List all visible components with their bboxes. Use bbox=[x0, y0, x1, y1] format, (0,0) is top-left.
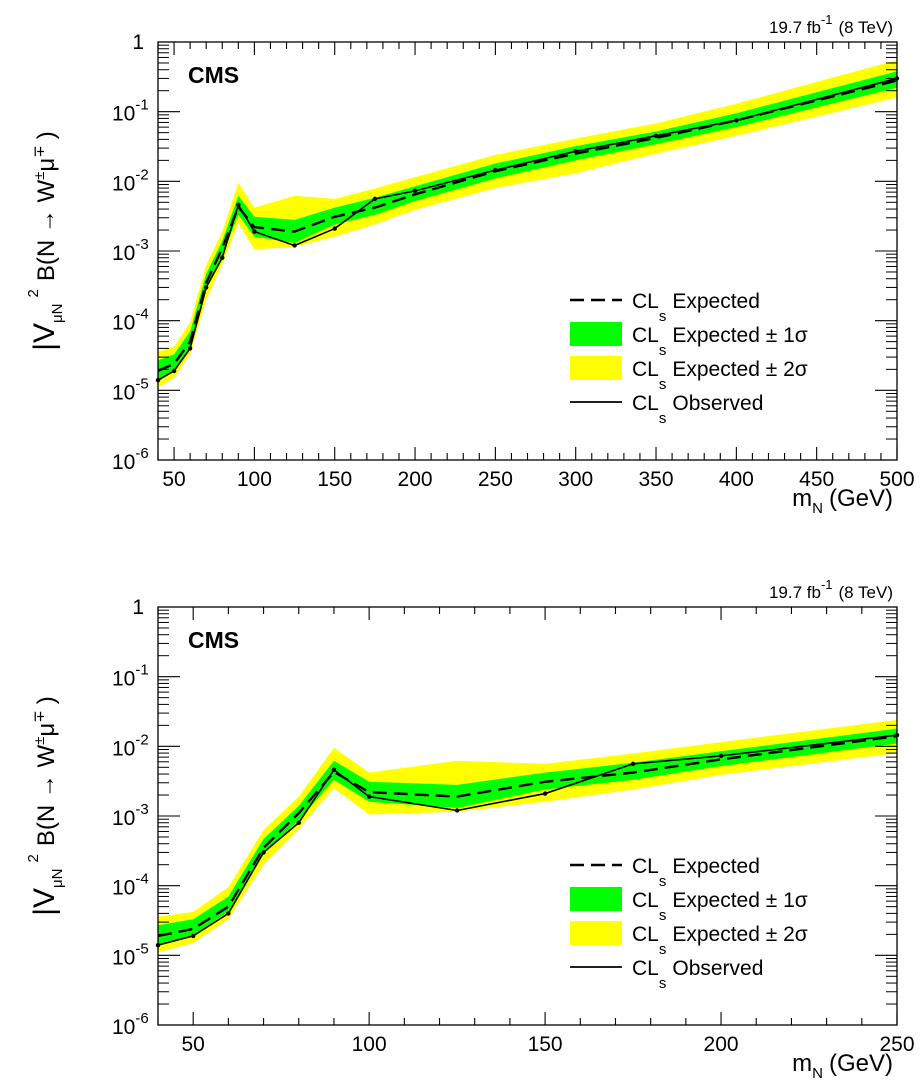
observed-point bbox=[236, 202, 241, 208]
observed-point bbox=[542, 791, 548, 796]
experiment-label: CMS bbox=[188, 62, 239, 88]
legend-label: CLsExpected ± 2σ bbox=[632, 923, 808, 958]
x-tick-label: 300 bbox=[558, 468, 593, 491]
legend-entry-expected: CLsExpected bbox=[570, 290, 760, 325]
x-tick-label: 350 bbox=[638, 468, 673, 491]
observed-point bbox=[366, 794, 372, 799]
band-1sigma bbox=[158, 728, 897, 946]
observed-point bbox=[292, 243, 297, 248]
y-tick-label: 10-2 bbox=[112, 166, 149, 195]
x-tick-label: 250 bbox=[478, 468, 513, 491]
observed-point bbox=[252, 229, 257, 234]
observed-line bbox=[157, 77, 898, 381]
observed-point bbox=[332, 226, 337, 231]
observed-point bbox=[653, 133, 659, 139]
observed-point bbox=[187, 346, 193, 351]
legend-swatch-band1 bbox=[570, 887, 622, 911]
legend-label: CLsExpected ± 2σ bbox=[632, 358, 808, 393]
x-axis-title: mN (GeV) bbox=[792, 485, 893, 517]
legend-swatch-band2 bbox=[570, 356, 622, 380]
expected-line bbox=[157, 734, 898, 938]
x-tick-label: 500 bbox=[879, 468, 914, 491]
x-axis-title: mN (GeV) bbox=[792, 1050, 893, 1082]
legend-label: CLsObserved bbox=[632, 957, 763, 992]
observed-point bbox=[372, 196, 378, 202]
chart-panel-2: 50 100 150 200 250 1 10-1 10-2 10-3 10-4 10-5 10-6 1… bbox=[25, 577, 915, 1082]
x-tick-label: 150 bbox=[317, 468, 352, 491]
observed-point bbox=[573, 149, 578, 154]
legend-entry-band1: CLsExpected ± 1σ bbox=[570, 887, 808, 924]
legend-entry-observed: CLsObserved bbox=[570, 392, 763, 427]
legend-swatch-band2 bbox=[570, 921, 622, 945]
y-axis-title: |VμN2B(N → W±μ∓) bbox=[25, 131, 66, 351]
lumi-label: 19.7 fb-1 (8 TeV) bbox=[769, 12, 893, 37]
plot-frame bbox=[157, 606, 898, 1026]
observed-point bbox=[718, 753, 724, 759]
observed-point bbox=[454, 808, 460, 813]
observed-point bbox=[226, 911, 231, 916]
y-tick-label: 10-1 bbox=[112, 97, 149, 126]
observed-point bbox=[734, 118, 739, 123]
legend-entry-band2: CLsExpected ± 2σ bbox=[570, 356, 808, 393]
x-tick-label: 400 bbox=[719, 468, 754, 491]
chart-panel-1: 50 100 150 200 250 300 350 400 450 500 1 10-1 10-2 10… bbox=[25, 12, 915, 517]
x-tick-label: 50 bbox=[162, 468, 185, 491]
observed-point bbox=[190, 933, 196, 939]
band-1sigma bbox=[158, 71, 897, 381]
y-tick-label: 10-3 bbox=[112, 236, 149, 265]
lumi-label: 19.7 fb-1 (8 TeV) bbox=[769, 577, 893, 602]
observed-point bbox=[171, 368, 177, 374]
observed-point bbox=[220, 255, 225, 260]
observed-point bbox=[331, 767, 337, 773]
y-tick-label: 10-4 bbox=[112, 871, 149, 900]
legend-entry-expected: CLsExpected bbox=[570, 855, 760, 890]
observed-point bbox=[261, 850, 266, 855]
legend-label: CLsObserved bbox=[632, 392, 763, 427]
y-tick-label: 10-5 bbox=[112, 940, 149, 969]
y-tick-label: 1 bbox=[132, 596, 144, 619]
x-tick-label: 150 bbox=[528, 1033, 563, 1056]
y-axis-title: |VμN2B(N → W±μ∓) bbox=[25, 696, 66, 916]
y-tick-label: 10-6 bbox=[112, 1010, 149, 1039]
y-tick-label: 10-4 bbox=[112, 306, 149, 335]
y-tick-label: 10-2 bbox=[112, 731, 149, 760]
observed-point bbox=[412, 188, 418, 194]
x-tick-label: 250 bbox=[879, 1033, 914, 1056]
legend-label: CLsExpected bbox=[632, 855, 760, 890]
observed-point bbox=[203, 285, 209, 290]
x-tick-label: 200 bbox=[398, 468, 433, 491]
legend-entry-band2: CLsExpected ± 2σ bbox=[570, 921, 808, 958]
legend-label: CLsExpected ± 1σ bbox=[632, 889, 808, 924]
legend-entry-band1: CLsExpected ± 1σ bbox=[570, 322, 808, 359]
legend-label: CLsExpected ± 1σ bbox=[632, 324, 808, 359]
y-tick-label: 10-3 bbox=[112, 801, 149, 830]
observed-point bbox=[296, 820, 301, 825]
x-tick-label: 100 bbox=[237, 468, 272, 491]
y-tick-label: 10-1 bbox=[112, 662, 149, 691]
observed-line bbox=[157, 734, 898, 946]
x-tick-label: 200 bbox=[704, 1033, 739, 1056]
observed-point bbox=[630, 761, 636, 767]
y-tick-label: 1 bbox=[132, 31, 144, 54]
legend-swatch-band1 bbox=[570, 322, 622, 346]
observed-point bbox=[493, 167, 498, 173]
y-tick-label: 10-6 bbox=[112, 445, 149, 474]
x-tick-label: 50 bbox=[182, 1033, 205, 1056]
legend-entry-observed: CLsObserved bbox=[570, 957, 763, 992]
experiment-label: CMS bbox=[188, 627, 239, 653]
x-tick-label: 450 bbox=[799, 468, 834, 491]
expected-line bbox=[157, 79, 898, 373]
legend-label: CLsExpected bbox=[632, 290, 760, 325]
x-tick-label: 100 bbox=[352, 1033, 387, 1056]
y-tick-label: 10-5 bbox=[112, 375, 149, 404]
